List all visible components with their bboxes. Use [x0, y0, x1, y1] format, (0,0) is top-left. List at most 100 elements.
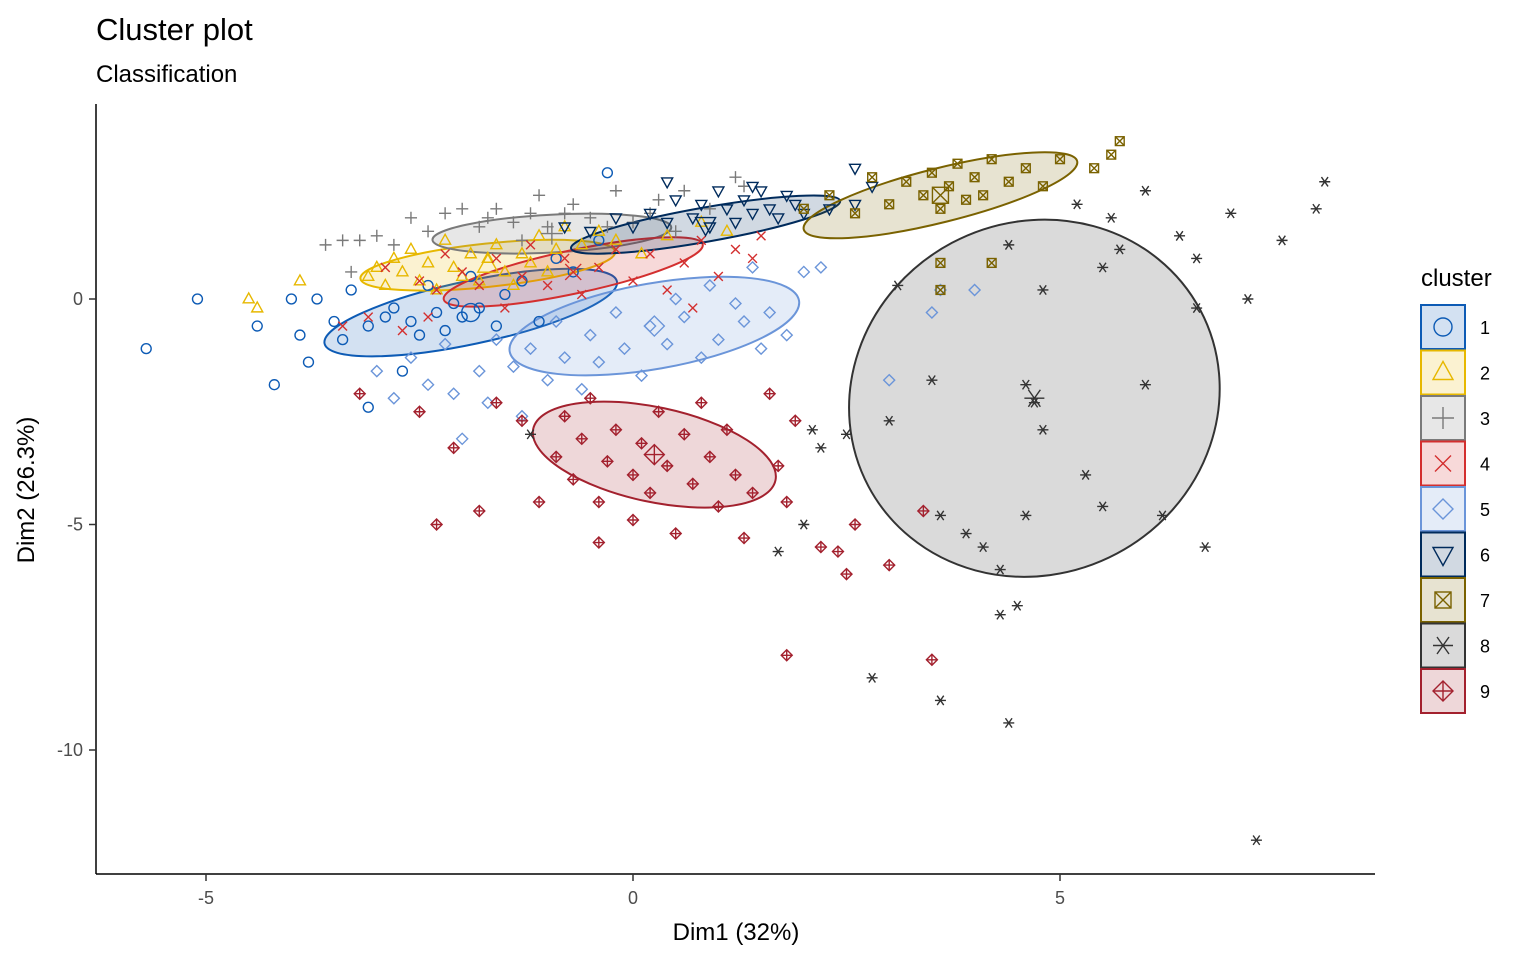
point-cluster-4: [645, 249, 655, 259]
point-cluster-8: [977, 541, 989, 553]
point-cluster-2: [378, 277, 393, 291]
legend-item-5: 5: [1420, 486, 1490, 532]
point-cluster-5: [481, 396, 495, 410]
y-tick-label: -10: [57, 740, 83, 760]
point-cluster-6: [762, 204, 777, 217]
point-cluster-6: [660, 177, 674, 190]
point-cluster-4: [474, 280, 485, 291]
point-cluster-7: [1114, 136, 1125, 147]
point-cluster-9: [720, 423, 734, 437]
axis-ticks: -5 0 5 0 -5 -10: [57, 289, 1065, 908]
point-cluster-8: [1037, 424, 1049, 435]
point-cluster-9: [609, 423, 623, 437]
point-cluster-8: [1003, 239, 1015, 250]
point-cluster-7: [1037, 181, 1049, 192]
point-cluster-7: [1020, 163, 1031, 174]
point-cluster-1: [388, 302, 400, 314]
point-cluster-6: [720, 204, 734, 217]
point-cluster-9: [566, 472, 580, 486]
point-cluster-1: [311, 293, 323, 305]
point-cluster-9: [660, 459, 674, 473]
point-cluster-9: [583, 391, 597, 405]
point-cluster-4: [679, 258, 690, 268]
point-cluster-9: [558, 409, 572, 423]
point-cluster-9: [592, 536, 606, 550]
point-cluster-1: [405, 315, 417, 328]
point-cluster-2: [438, 232, 452, 245]
point-cluster-3: [678, 184, 691, 197]
point-cluster-9: [413, 405, 426, 419]
point-cluster-1: [533, 315, 545, 328]
point-cluster-7: [986, 257, 997, 269]
point-cluster-8: [798, 519, 810, 530]
point-cluster-5: [455, 432, 469, 446]
legend-marker-1: [1433, 317, 1453, 337]
point-cluster-7: [918, 190, 929, 201]
legend-key-2: [1420, 349, 1466, 396]
point-cluster-6: [745, 208, 760, 221]
point-cluster-7: [1054, 154, 1066, 165]
point-cluster-1: [268, 379, 280, 391]
point-cluster-7: [1106, 149, 1117, 160]
point-cluster-2: [429, 282, 444, 295]
point-cluster-5: [754, 342, 768, 356]
point-cluster-6: [865, 181, 879, 194]
point-cluster-1: [251, 320, 263, 332]
chart-subtitle: Classification: [96, 61, 237, 88]
point-cluster-4: [397, 325, 408, 336]
point-cluster-8: [841, 429, 852, 440]
legend-marker-8: [1433, 636, 1453, 655]
legend-item-2: 2: [1420, 349, 1490, 396]
y-axis-label: Dim2 (26.3%): [13, 417, 40, 564]
centroid-cluster-6: [694, 216, 717, 238]
point-cluster-1: [191, 293, 204, 305]
point-cluster-5: [677, 310, 691, 324]
point-cluster-4: [431, 285, 442, 295]
point-cluster-9: [686, 477, 700, 491]
point-cluster-5: [592, 355, 606, 369]
point-cluster-4: [628, 276, 638, 286]
point-cluster-5: [703, 278, 717, 292]
point-cluster-2: [549, 241, 563, 254]
point-cluster-9: [882, 558, 896, 572]
point-cluster-5: [669, 292, 683, 306]
point-cluster-9: [353, 387, 367, 401]
x-tick-label: 0: [628, 888, 638, 908]
point-cluster-3: [387, 238, 400, 251]
legend-label-4: 4: [1480, 455, 1490, 475]
point-cluster-1: [362, 320, 374, 332]
point-cluster-1: [362, 401, 374, 413]
point-cluster-1: [285, 293, 298, 305]
centroid-cluster-5: [643, 315, 666, 338]
point-cluster-8: [934, 695, 946, 706]
point-cluster-7: [935, 203, 946, 214]
y-tick-label: 0: [73, 289, 83, 309]
point-cluster-8: [1139, 379, 1151, 390]
point-cluster-1: [567, 266, 579, 278]
point-cluster-2: [395, 264, 410, 277]
centroid-cluster-1: [461, 302, 481, 323]
point-cluster-1: [294, 329, 306, 341]
point-cluster-8: [1242, 293, 1254, 305]
point-cluster-5: [489, 333, 503, 347]
point-cluster-9: [430, 518, 444, 531]
point-cluster-6: [626, 222, 640, 235]
point-cluster-2: [464, 246, 478, 259]
point-cluster-7: [1089, 163, 1100, 174]
legend-label-5: 5: [1480, 500, 1490, 520]
legend: cluster 1 2 3 4 5 6 7 8 9: [1420, 265, 1492, 714]
point-cluster-4: [525, 239, 536, 250]
point-cluster-9: [575, 432, 589, 446]
point-cluster-1: [140, 342, 152, 355]
point-cluster-3: [584, 211, 597, 224]
point-cluster-3: [336, 234, 349, 247]
chart-title: Cluster plot: [96, 12, 253, 47]
legend-key-6: [1420, 531, 1466, 578]
legend-item-6: 6: [1420, 531, 1490, 578]
point-cluster-9: [711, 499, 725, 513]
point-cluster-4: [491, 253, 502, 264]
legend-item-4: 4: [1420, 440, 1490, 487]
point-cluster-6: [609, 213, 623, 226]
point-cluster-5: [541, 373, 555, 387]
point-cluster-7: [849, 208, 861, 219]
